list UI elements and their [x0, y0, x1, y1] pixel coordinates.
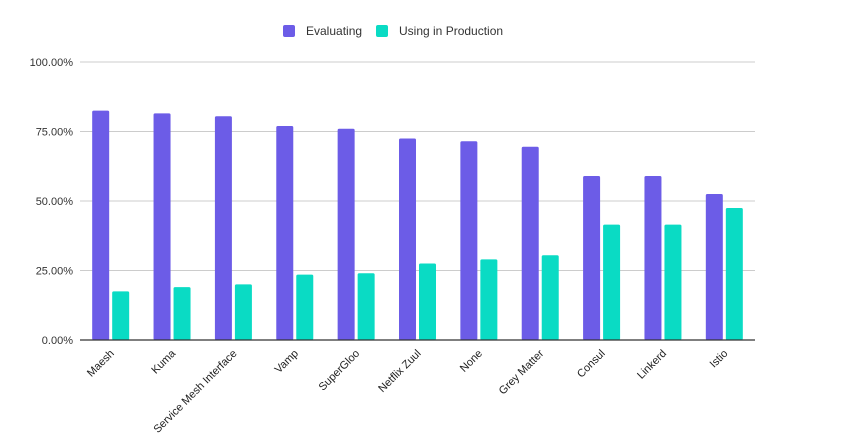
x-tick-label: Maesh — [85, 348, 117, 380]
x-tick-label: Grey Matter — [497, 347, 547, 397]
y-tick-label: 100.00% — [30, 57, 74, 69]
legend-label: Using in Production — [399, 24, 503, 38]
bar-evaluating-maesh — [92, 110, 110, 341]
bars — [92, 110, 743, 341]
bar-evaluating-consul — [583, 175, 601, 340]
bar-production-service-mesh-interface — [234, 284, 252, 340]
y-tick-label: 50.00% — [36, 196, 74, 208]
x-tick-label: Consul — [575, 348, 608, 381]
bar-evaluating-supergloo — [337, 128, 355, 340]
y-tick-label: 75.00% — [36, 127, 74, 139]
bar-production-consul — [603, 224, 621, 340]
bar-evaluating-service-mesh-interface — [214, 116, 232, 341]
legend-swatch — [283, 25, 295, 37]
x-tick-label: Linkerd — [635, 348, 669, 382]
bar-production-maesh — [112, 291, 130, 340]
legend-label: Evaluating — [306, 24, 362, 38]
bar-evaluating-istio — [705, 194, 723, 340]
bar-production-supergloo — [357, 273, 375, 340]
legend: Evaluating Using in Production — [283, 24, 503, 38]
x-tick-label: None — [458, 348, 485, 375]
bar-production-vamp — [296, 274, 314, 340]
bar-evaluating-linkerd — [644, 175, 662, 340]
y-axis-ticks: 0.00% 25.00% 50.00% 75.00% 100.00% — [30, 57, 74, 347]
bar-evaluating-grey-matter — [521, 146, 539, 340]
x-tick-label: Vamp — [273, 348, 301, 376]
bar-production-netflix-zuul — [419, 263, 436, 340]
bar-production-linkerd — [664, 224, 682, 340]
bar-evaluating-kuma — [153, 113, 171, 341]
bar-production-grey-matter — [541, 255, 559, 340]
x-tick-label: Netflix Zuul — [376, 348, 423, 395]
bar-evaluating-netflix-zuul — [399, 138, 416, 340]
bar-production-none — [480, 259, 498, 340]
bar-production-kuma — [173, 287, 191, 340]
x-tick-label: Istio — [708, 348, 731, 371]
x-tick-label: SuperGloo — [317, 348, 363, 394]
legend-swatch — [376, 25, 388, 37]
bar-production-istio — [725, 207, 743, 340]
bar-evaluating-none — [460, 141, 478, 340]
bar-evaluating-vamp — [276, 125, 294, 340]
gridlines — [80, 61, 755, 271]
y-tick-label: 0.00% — [42, 335, 73, 347]
y-tick-label: 25.00% — [36, 266, 74, 278]
x-tick-label: Kuma — [149, 347, 178, 376]
